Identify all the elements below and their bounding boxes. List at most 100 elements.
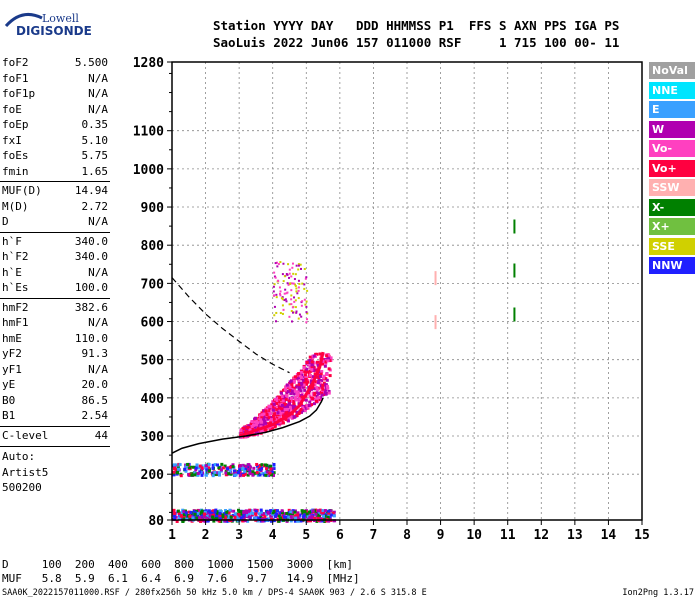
x-tick-label: 13 [567, 528, 583, 543]
echo-point [301, 385, 305, 389]
echo-point [205, 516, 209, 520]
echo-point [269, 405, 273, 409]
echo-point [328, 374, 332, 378]
echo-point [243, 472, 247, 476]
y-tick-label: 80 [148, 514, 164, 529]
echo-point [328, 359, 332, 363]
echo-point [300, 315, 303, 318]
x-tick-label: 12 [533, 528, 549, 543]
echo-point [268, 465, 272, 469]
echo-point [300, 382, 304, 386]
echo-point [300, 509, 304, 513]
es-layer [172, 508, 337, 523]
echo-point [289, 392, 293, 396]
echo-point [279, 261, 282, 264]
echo-point [211, 466, 215, 470]
echo-point [285, 273, 288, 276]
echo-point [316, 509, 320, 513]
echo-point [295, 287, 298, 290]
param-name: yF1 [2, 362, 22, 376]
echo-point [310, 403, 314, 407]
echo-point [313, 372, 317, 376]
echo-point [188, 514, 192, 518]
echo-point [295, 414, 299, 418]
header-line-1: Station YYYY DAY DDD HHMMSS P1 FFS S AXN… [213, 18, 620, 33]
echo-point [271, 426, 275, 430]
echo-point [223, 464, 227, 468]
echo-point [295, 311, 298, 314]
echo-point [320, 510, 324, 514]
param-row: foF1 N/A [2, 72, 108, 86]
x-tick-label: 9 [437, 528, 445, 543]
echo-point [266, 511, 270, 515]
echo-point [295, 264, 298, 267]
echo-point [297, 279, 300, 282]
echo-point [182, 510, 186, 514]
echo-point [204, 509, 208, 513]
y-tick-label: 700 [141, 277, 165, 292]
echo-point [311, 509, 315, 513]
echo-point [305, 300, 308, 303]
echo-point [258, 422, 262, 426]
echo-point [268, 421, 272, 425]
echo-point [273, 283, 276, 286]
echo-point [189, 510, 193, 514]
echo-point [327, 389, 331, 393]
echo-point [200, 473, 204, 477]
echo-point [172, 508, 176, 512]
echo-point [240, 512, 244, 516]
echo-point [273, 314, 276, 317]
echo-point [299, 263, 302, 266]
echo-point [264, 409, 268, 413]
echo-point [318, 509, 322, 513]
echo-point [286, 513, 290, 517]
echo-point [231, 465, 235, 469]
echo-point [272, 412, 276, 416]
echo-point [208, 510, 212, 514]
echo-point [239, 510, 243, 514]
echo-point [291, 513, 295, 517]
echo-point [214, 473, 218, 477]
echo-point [303, 373, 307, 377]
echo-point [310, 386, 314, 390]
echo-point [276, 411, 280, 415]
echo-point [277, 263, 280, 266]
echo-point [293, 405, 297, 409]
echo-point [246, 473, 250, 477]
y-tick-label: 1100 [133, 125, 164, 140]
echo-point [282, 515, 286, 519]
echo-point [225, 510, 229, 514]
param-name: h`F [2, 234, 22, 248]
echo-point [279, 294, 282, 297]
echo-point [224, 473, 228, 477]
panel-separator [0, 181, 110, 182]
echo-point [280, 395, 284, 399]
echo-point [215, 471, 219, 475]
echo-point [298, 382, 302, 386]
echo-point [273, 511, 277, 515]
echo-point [272, 467, 276, 471]
echo-point [303, 370, 307, 374]
echo-point [320, 393, 324, 397]
echo-point [287, 263, 290, 266]
x-tick-label: 1 [168, 528, 176, 543]
echo-point [323, 383, 327, 387]
echo-point [287, 515, 291, 519]
echo-point [314, 380, 318, 384]
x-tick-label: 7 [370, 528, 378, 543]
x-tick-label: 2 [202, 528, 210, 543]
echo-point [207, 466, 211, 470]
param-row: yF2 91.3 [2, 347, 108, 361]
echo-point [318, 375, 322, 379]
echo-point [247, 463, 251, 467]
echo-point [172, 463, 176, 467]
echo-point [301, 282, 304, 285]
echo-point [311, 397, 315, 401]
echo-point [290, 289, 293, 292]
echo-point [320, 391, 324, 395]
param-value: 5.500 [74, 56, 108, 69]
echo-point [174, 463, 178, 467]
param-row: foEs 5.75 [2, 149, 108, 163]
echo-point [252, 466, 256, 470]
echo-point [319, 384, 323, 388]
